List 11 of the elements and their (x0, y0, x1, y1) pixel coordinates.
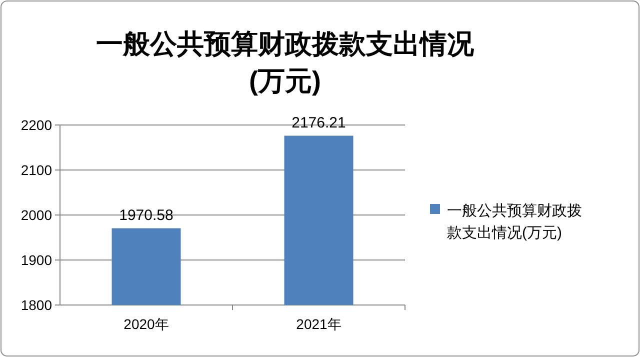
y-tick-label: 2000 (20, 206, 52, 223)
data-label: 2176.21 (292, 114, 346, 132)
data-label: 1970.58 (119, 207, 174, 224)
y-tick-label: 1900 (20, 252, 52, 268)
x-tick-label: 2020年 (124, 316, 169, 332)
y-tick-label: 2100 (20, 162, 52, 178)
y-tick-label: 2200 (20, 116, 52, 133)
y-tick-label: 1800 (20, 296, 52, 313)
chart-title: 一般公共预算财政拨款支出情况(万元) (96, 29, 475, 96)
x-tick-label: 2021年 (296, 316, 342, 332)
legend-label: 一般公共预算财政拨款支出情况(万元) (447, 202, 582, 242)
